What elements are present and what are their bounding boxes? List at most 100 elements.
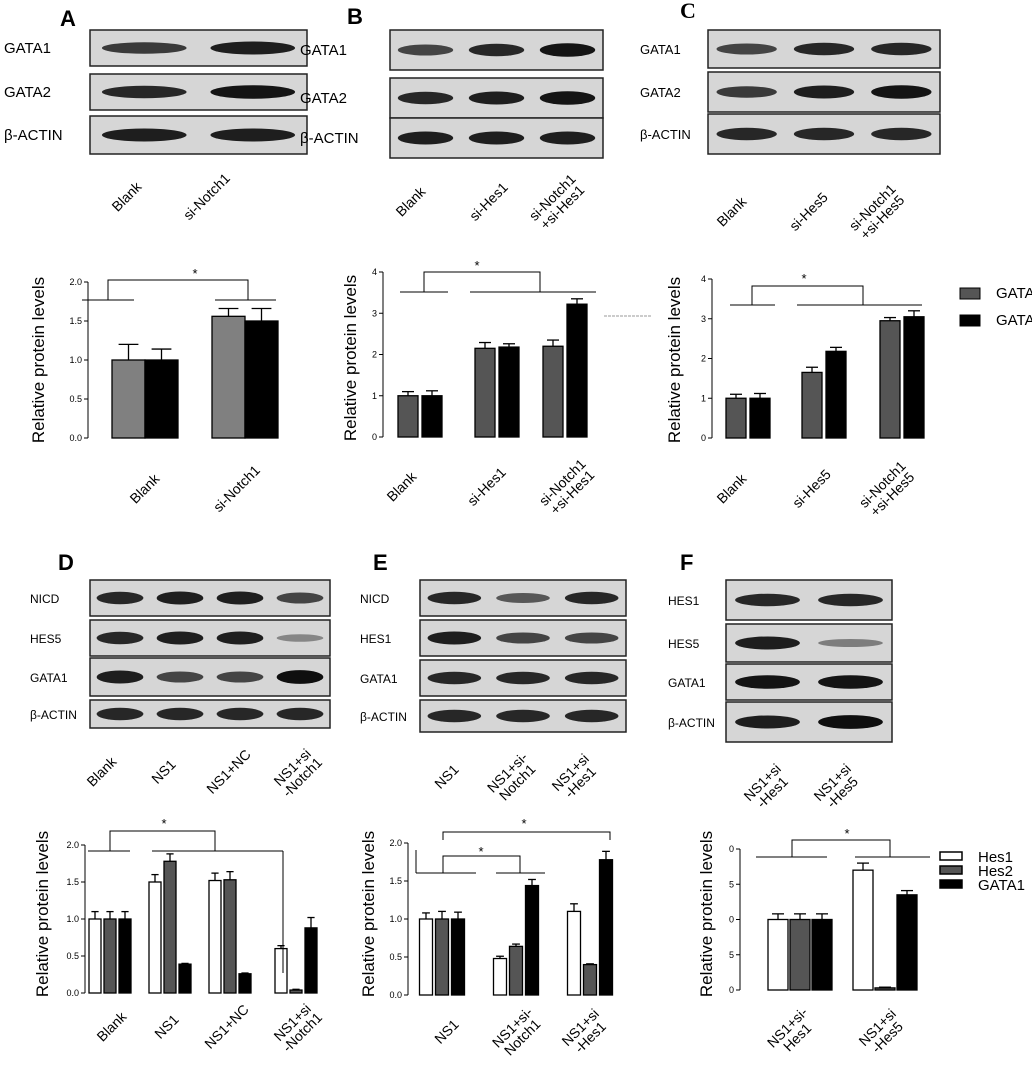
x-category-label-line: Blank <box>713 470 750 507</box>
x-category-label: si-Notch1 <box>210 462 263 515</box>
panel-label-F: F <box>680 550 693 575</box>
blot-lane-label-line: Blank <box>83 753 120 790</box>
blot-row-label: β-ACTIN <box>300 130 359 147</box>
bar <box>223 879 237 994</box>
x-category-label: Blank <box>383 468 420 505</box>
western-blot-E: NICD HES1 GATA1 β-ACTIN NS1 NS1+si-Notch1 NS1+… <box>360 579 627 803</box>
blot-lane-label-line: Blank <box>713 193 750 230</box>
y-tick-label: 0.5 <box>66 951 79 961</box>
blot-band <box>96 670 144 684</box>
legend-label: Hes2 <box>978 863 1013 880</box>
y-tick-label: 0 <box>372 432 377 442</box>
y-axis-label: Relative protein levels <box>697 831 716 997</box>
bar <box>542 345 564 438</box>
x-category-label: NS1 <box>151 1011 182 1042</box>
significance-bracket <box>423 271 541 292</box>
blot-row-label: HES1 <box>360 632 392 646</box>
y-tick-label: 5 <box>729 879 734 889</box>
significance-bracket <box>107 279 249 300</box>
blot-band <box>156 671 204 683</box>
blot-band <box>96 591 144 605</box>
blot-lane-label-line: NS1 <box>148 756 179 787</box>
blot-lane-label-line: Blank <box>392 183 429 220</box>
significance-bracket <box>109 830 216 851</box>
blot-band <box>210 128 296 142</box>
blot-band <box>216 707 264 721</box>
blot-band <box>564 709 619 723</box>
western-blot-C: GATA1 GATA2 β-ACTIN Blank si-Hes5 si-Notch1+s… <box>640 29 941 242</box>
blot-band <box>564 671 619 685</box>
x-category-label: NS1+si-Hes5 <box>855 1005 908 1058</box>
y-tick-label: 3 <box>372 308 377 318</box>
blot-band <box>468 91 525 105</box>
bar <box>118 918 132 994</box>
panel-label-C: C <box>680 0 696 23</box>
bar <box>274 947 288 994</box>
blot-row-label: NICD <box>360 592 390 606</box>
blot-band <box>96 631 144 645</box>
blot-lane-label-line: si-Hes5 <box>786 189 831 234</box>
blot-band <box>216 591 264 605</box>
bar <box>208 879 222 994</box>
bar <box>450 918 466 996</box>
y-tick-label: 0 <box>729 844 734 854</box>
blot-lane-label: si-Hes1 <box>466 179 511 224</box>
significance-star: * <box>161 816 166 831</box>
blot-band <box>210 41 296 55</box>
y-axis-label: Relative protein levels <box>33 831 52 997</box>
blot-row-label: GATA2 <box>640 85 681 100</box>
blot-row-label: HES5 <box>30 632 62 646</box>
legend-swatch <box>959 314 981 327</box>
x-category-label: Blank <box>126 470 163 507</box>
y-axis-label: Relative protein levels <box>29 277 48 443</box>
y-tick-label: 0.5 <box>69 394 82 404</box>
blot-band <box>101 85 187 99</box>
bar <box>474 347 496 438</box>
y-tick-label: 0.0 <box>389 990 402 1000</box>
bar <box>211 315 246 439</box>
bar <box>749 397 771 439</box>
blot-lane-label: Blank <box>83 753 120 790</box>
blot-band <box>496 593 550 603</box>
blot-band <box>156 707 204 721</box>
panel-label-E: E <box>373 550 388 575</box>
blot-lane-label: NS1+si-Hes1 <box>548 750 601 803</box>
blot-row-label: GATA1 <box>300 42 347 59</box>
blot-lane-label-line: NS1 <box>431 761 462 792</box>
y-tick-label: 2.0 <box>66 840 79 850</box>
y-tick-label: 4 <box>372 267 377 277</box>
bar <box>903 316 925 439</box>
y-tick-label: 1.5 <box>389 876 402 886</box>
blot-band <box>156 631 204 645</box>
bar-chart-F: 0 5 0 5 0 Relative protein levels NS1+si-Hes1 N… <box>697 826 930 1058</box>
bar <box>767 918 789 991</box>
legend-swatch <box>939 851 963 861</box>
blot-band <box>496 671 550 685</box>
bar <box>879 320 901 439</box>
x-category-label: si-Notch1+si-Hes1 <box>536 456 599 519</box>
bar <box>498 346 520 438</box>
bar <box>801 371 823 439</box>
blot-band <box>539 131 596 145</box>
legend-label: Hes1 <box>978 849 1013 866</box>
blot-band <box>276 670 324 684</box>
x-category-label-line: NS1+NC <box>201 1001 252 1052</box>
bar <box>789 918 811 991</box>
blot-lane-label-line: si-Notch1 <box>180 170 233 223</box>
blot-band <box>427 709 482 723</box>
blot-row-label: GATA1 <box>360 672 398 686</box>
blot-band <box>871 127 932 141</box>
y-tick-label: 1.5 <box>66 877 79 887</box>
blot-band <box>539 43 596 57</box>
panel-label-D: D <box>58 550 74 575</box>
bar <box>244 320 279 439</box>
blot-band <box>397 91 454 105</box>
blot-band <box>156 591 204 605</box>
bar <box>421 395 443 438</box>
significance-bracket <box>751 285 864 305</box>
bar <box>178 963 192 994</box>
blot-band <box>276 592 324 604</box>
blot-row-label: GATA1 <box>668 676 706 690</box>
blot-band <box>96 707 144 721</box>
bar <box>598 859 614 996</box>
